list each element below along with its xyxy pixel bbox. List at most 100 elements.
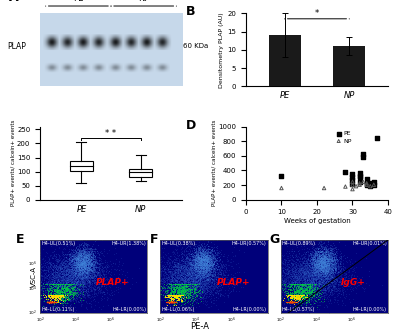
Point (300, 285, 306, 290)
Point (312, 276, 318, 281)
Point (202, 269, 208, 274)
Point (51, 294, 58, 300)
Point (322, 279, 329, 284)
Point (195, 272, 202, 278)
Point (64, 252, 71, 257)
Point (66, 291, 73, 296)
Point (54, 279, 60, 284)
Point (70, 262, 77, 267)
Point (99, 260, 105, 265)
Point (336, 276, 342, 281)
Point (323, 261, 330, 267)
Point (71, 259, 78, 264)
Point (87, 253, 94, 259)
Point (313, 277, 319, 282)
Point (158, 285, 165, 290)
Point (57, 282, 64, 288)
Point (59, 292, 65, 297)
Point (74, 255, 80, 260)
Point (318, 261, 324, 266)
Point (64, 277, 70, 283)
Point (66, 298, 73, 303)
Point (63, 271, 69, 276)
Point (222, 268, 228, 273)
Point (324, 256, 331, 261)
Point (293, 292, 299, 297)
Point (55, 263, 61, 269)
Point (320, 270, 327, 275)
Point (51, 292, 57, 297)
Point (215, 263, 222, 268)
Point (68, 272, 74, 277)
Point (184, 281, 190, 286)
Point (74, 255, 80, 260)
Point (68, 276, 75, 281)
Point (193, 265, 200, 270)
Point (195, 275, 202, 280)
Point (190, 301, 197, 306)
Point (216, 285, 223, 290)
Point (166, 292, 172, 297)
Point (92, 248, 99, 253)
Point (296, 274, 302, 279)
Point (184, 276, 190, 281)
Text: H4-LL(0.11%): H4-LL(0.11%) (41, 307, 74, 312)
Point (306, 264, 312, 269)
Point (325, 253, 331, 258)
Point (171, 278, 177, 284)
Point (72, 289, 78, 294)
Point (86, 260, 93, 265)
Point (50, 249, 56, 255)
Point (37, 292, 44, 297)
Point (323, 251, 329, 256)
Point (230, 272, 236, 278)
Point (116, 271, 122, 277)
Point (295, 283, 302, 288)
Point (320, 287, 326, 292)
Point (300, 292, 307, 297)
Point (187, 255, 193, 260)
Point (182, 290, 189, 296)
Point (204, 284, 210, 290)
Point (160, 277, 167, 282)
Point (63, 281, 70, 286)
Point (170, 289, 176, 294)
Point (325, 261, 332, 266)
Point (186, 281, 192, 286)
Point (320, 261, 327, 266)
Point (196, 292, 202, 297)
Point (195, 255, 202, 260)
Point (70, 248, 77, 254)
Point (186, 266, 192, 272)
Point (182, 265, 188, 270)
Point (69, 258, 76, 263)
Point (300, 292, 306, 298)
Point (304, 260, 310, 265)
Point (197, 278, 203, 284)
Point (85, 261, 91, 267)
Point (189, 289, 195, 294)
Point (65, 282, 72, 287)
Point (77, 282, 83, 287)
Point (188, 268, 195, 273)
Point (78, 252, 85, 257)
Point (207, 277, 213, 282)
Point (179, 261, 185, 266)
Point (209, 277, 216, 283)
Point (302, 294, 308, 299)
Point (294, 273, 300, 279)
Point (81, 251, 88, 257)
Point (197, 270, 204, 275)
Point (184, 286, 190, 291)
PE (364, 180, 370, 186)
Point (316, 268, 322, 273)
Point (192, 282, 198, 287)
Point (197, 269, 203, 275)
Point (321, 262, 327, 267)
Point (85, 254, 92, 259)
Point (186, 259, 193, 264)
Point (316, 292, 322, 298)
Point (51, 279, 57, 285)
Point (292, 296, 298, 301)
Point (206, 266, 212, 271)
